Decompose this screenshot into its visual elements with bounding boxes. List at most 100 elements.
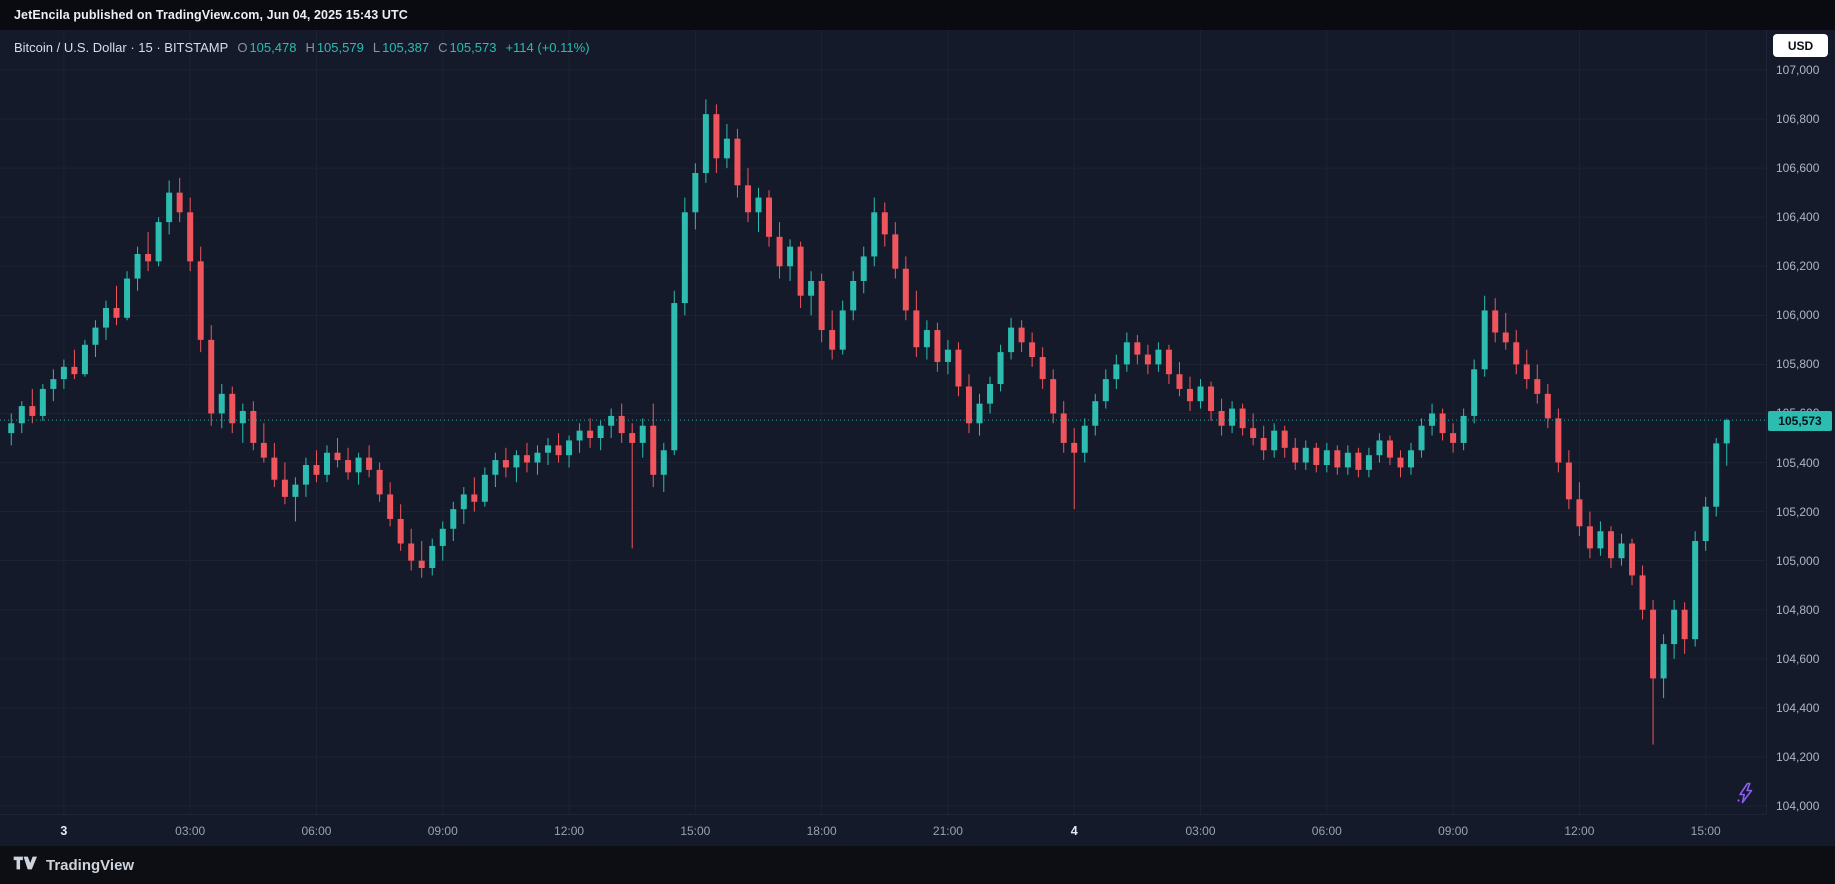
candle-body [250,411,257,443]
candle-body [281,479,288,497]
candle-body [1018,327,1025,343]
time-axis-label: 15:00 [1690,824,1721,838]
candle-body [1302,447,1309,463]
price-axis: 105,573 107,000 106,800 106,600 106,400 106,… [1766,30,1835,814]
candle-body [481,474,488,502]
candle-body [1229,408,1236,426]
candle-body [155,222,162,262]
candle-body [955,349,962,387]
candle-body [1481,310,1488,370]
candle-body [1102,379,1109,402]
candle-body [829,330,836,350]
candle-body [618,415,625,434]
time-axis-label: 3 [60,824,68,838]
candle-body [1008,327,1015,353]
candle-body [987,384,994,404]
time-axis-label: 09:00 [1438,824,1469,838]
candle-body [1134,342,1141,355]
candle-body [418,560,425,569]
price-axis-label: 105,800 [1776,357,1820,372]
candle-body [597,425,604,438]
candle-body [723,138,730,159]
candle-body [60,366,67,380]
candle-body [1060,413,1067,443]
candle-body [1144,354,1151,365]
ohlc-low: L 105,387 [373,40,429,55]
price-axis-label: 104,000 [1776,799,1820,813]
candle-body [818,280,825,331]
candle-body [81,344,88,375]
ohlc-open: O 105,478 [237,40,296,55]
candle-body [1408,450,1415,468]
candle-body [702,114,709,174]
candle-body [1323,450,1330,465]
ohlc-open-key: O [237,40,248,55]
candle-body [934,330,941,362]
candle-body [176,192,183,213]
candle-body [1165,349,1172,375]
candle-body [1113,364,1120,380]
candle-body [1313,447,1320,465]
candle-body [1271,430,1278,451]
price-axis-label: 104,600 [1776,651,1820,666]
candle-body [439,528,446,546]
candle-body [71,366,78,375]
candle-body [545,445,552,453]
candle-body [1692,541,1699,640]
candle-body [1523,364,1530,380]
time-axis-label: 06:00 [1311,824,1342,838]
candle-body [376,469,383,495]
candle-body [1197,386,1204,402]
lightning-icon [1733,780,1759,806]
candle-body [1418,425,1425,451]
candle-body [1334,450,1341,468]
ohlc-high: H 105,579 [305,40,363,55]
candle-body [1702,506,1709,542]
time-axis: 3 03:00 06:00 09:00 12:00 15:00 18:00 21:00 4 03:… [0,814,1766,846]
candle-body [1513,342,1520,365]
candle-body [692,173,699,213]
candle-body [892,234,899,269]
time-axis-label: 4 [1070,824,1078,838]
candle-body [997,352,1004,385]
price-axis-label: 105,000 [1776,553,1820,568]
candle-body [408,543,415,561]
candle-body [839,310,846,350]
candle-body [1155,349,1162,365]
candle-body [1344,452,1351,468]
price-axis-label: 106,200 [1776,259,1820,274]
candle-body [1723,420,1730,444]
time-axis-label: 09:00 [427,824,458,838]
candle-body [965,386,972,424]
candle-body [18,406,25,424]
candle-body [776,236,783,267]
candle-body [1176,374,1183,389]
candle-body [1186,388,1193,402]
candle-body [187,212,194,262]
price-axis-label: 106,600 [1776,161,1820,176]
candle-body [208,339,215,414]
candle-body [1492,310,1499,333]
currency-toggle-button[interactable]: USD [1773,34,1828,57]
candle-body [1355,452,1362,470]
candle-body [1081,425,1088,453]
candle-body [1218,411,1225,426]
candle-body [429,545,436,569]
candle-body [345,460,352,473]
symbol-title: Bitcoin / U.S. Dollar · 15 · BITSTAMP [14,40,229,55]
footer-bar: TradingView [0,846,1835,884]
candle-body [1650,609,1657,679]
price-axis-label: 105,200 [1776,504,1820,519]
candle-body [1618,543,1625,559]
tradingview-logo-icon[interactable] [13,854,37,877]
ohlc-close: C 105,573 [438,40,496,55]
candle-body [1671,609,1678,645]
candle-body [292,484,299,497]
candle-body [492,460,499,475]
price-axis-label: 104,200 [1776,749,1820,764]
ohlc-close-value: 105,573 [449,40,497,55]
tradingview-brand-text[interactable]: TradingView [46,856,135,874]
candle-body [523,455,530,463]
candle-body [871,212,878,257]
candle-body [166,192,173,223]
